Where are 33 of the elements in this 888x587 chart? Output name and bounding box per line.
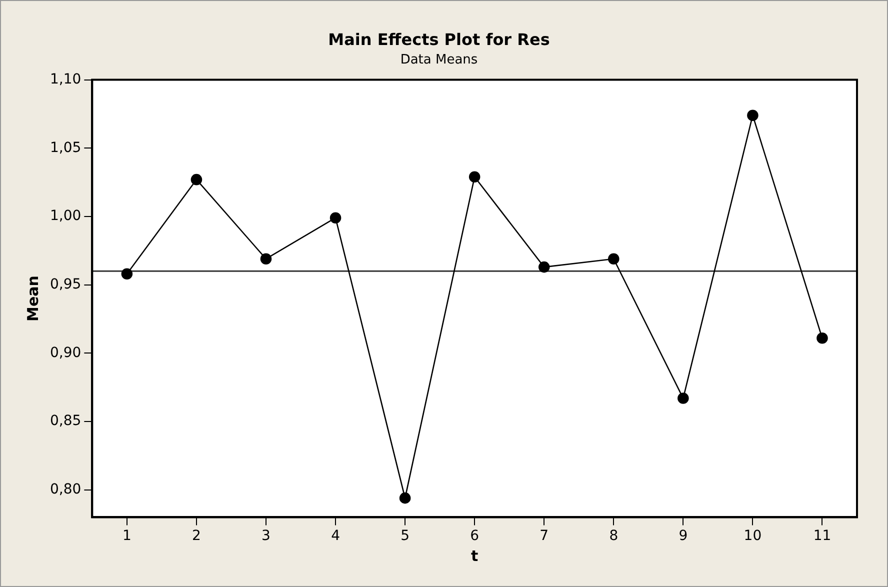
chart-subtitle: Data Means (400, 52, 478, 68)
point (816, 332, 828, 344)
y-tick-label: 0,80 (50, 482, 82, 498)
y-tick-label: 0,90 (50, 344, 82, 361)
x-tick-label: 3 (262, 528, 270, 544)
point (399, 492, 411, 504)
x-tick-label: 10 (744, 528, 762, 544)
x-tick-label: 2 (192, 528, 201, 544)
x-axis-title: t (471, 546, 478, 565)
point (330, 212, 342, 224)
x-tick-label: 1 (122, 528, 132, 544)
x-tick-label: 9 (678, 528, 688, 544)
y-tick-label: 1,10 (50, 71, 82, 88)
point (608, 253, 620, 265)
point (121, 268, 133, 280)
point (747, 110, 758, 121)
point (468, 171, 480, 182)
y-tick-label: 1,00 (50, 208, 82, 224)
y-tick-label: 0,95 (50, 276, 82, 292)
x-tick-label: 11 (813, 528, 832, 544)
x-tick-label: 8 (609, 528, 618, 544)
point (190, 174, 202, 186)
point (538, 261, 550, 273)
chart-title: Main Effects Plot for Res (328, 30, 550, 49)
x-tick-label: 5 (400, 528, 410, 544)
y-tick-label: 0,85 (50, 413, 82, 430)
point (260, 253, 272, 265)
x-tick-label: 4 (331, 528, 340, 544)
x-tick-label: 7 (540, 528, 549, 544)
y-axis-title: Mean (24, 276, 42, 322)
x-tick-label: 6 (470, 528, 480, 544)
point (678, 392, 689, 404)
y-tick-label: 1,05 (50, 140, 82, 156)
